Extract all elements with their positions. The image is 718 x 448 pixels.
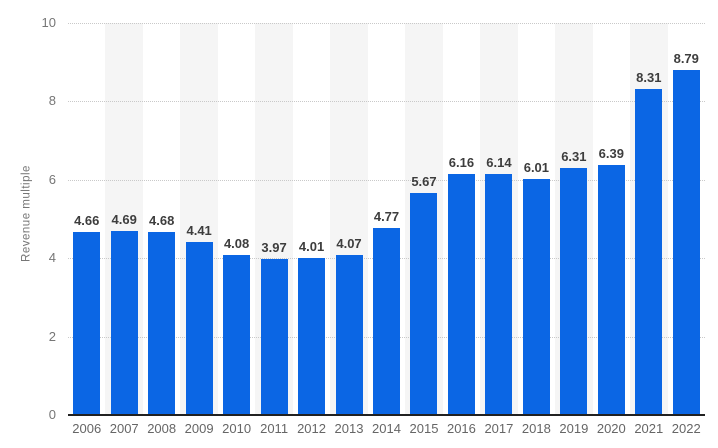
value-label: 4.77 [373,209,400,225]
value-label: 4.68 [149,212,175,228]
value-label: 4.69 [111,212,137,228]
x-tick-label: 2010 [222,421,252,436]
x-tick-label: 2022 [671,421,701,436]
x-tick-label: 2011 [260,421,289,436]
x-tick-label: 2007 [109,421,139,436]
gridline [68,101,705,103]
value-label: 6.01 [523,160,550,176]
x-tick-label: 2021 [634,421,664,436]
x-tick-label: 2008 [147,421,177,436]
bar-2021[interactable] [635,89,663,415]
y-tick-label: 10 [41,15,56,30]
value-label: 8.79 [673,51,699,67]
y-tick-label: 6 [48,171,56,187]
plot-area [68,23,705,415]
bar-2011[interactable] [260,259,288,415]
value-label: 3.97 [261,240,287,256]
bar-2022[interactable] [672,70,700,415]
x-axis-line [68,414,705,416]
x-tick-label: 2013 [334,421,364,436]
bar-2019[interactable] [560,167,588,415]
y-tick-label: 2 [48,328,56,344]
bar-2016[interactable] [447,173,475,415]
x-tick-label: 2016 [446,421,476,436]
bar-2006[interactable] [73,232,101,415]
y-axis-title: Revenue multiple [20,165,33,262]
bar-2017[interactable] [485,174,513,415]
y-tick-label: 0 [48,407,56,422]
bar-2007[interactable] [110,231,138,415]
x-tick-label: 2020 [596,421,626,436]
bar-2012[interactable] [298,257,326,415]
value-label: 5.67 [411,173,437,189]
bar-2010[interactable] [223,255,251,415]
value-label: 4.08 [223,236,250,252]
value-label: 6.31 [561,148,587,164]
value-label: 4.07 [336,236,362,252]
bar-2020[interactable] [597,164,625,415]
value-label: 8.31 [636,70,662,86]
gridline [68,179,705,181]
bar-2013[interactable] [335,255,363,415]
y-tick-label: 8 [48,93,56,109]
value-label: 6.14 [486,155,512,171]
bar-2014[interactable] [373,228,400,415]
x-tick-label: 2017 [484,421,514,436]
bar-2015[interactable] [410,192,438,415]
value-label: 6.39 [598,145,624,161]
value-label: 4.66 [74,213,100,229]
x-tick-label: 2015 [409,421,439,436]
value-label: 4.01 [298,238,325,254]
bar-2009[interactable] [185,242,213,415]
bar-2008[interactable] [148,231,176,415]
x-tick-label: 2012 [297,421,326,436]
x-tick-label: 2014 [372,421,401,436]
x-tick-label: 2006 [72,421,102,436]
value-label: 6.16 [448,154,475,170]
x-tick-label: 2019 [559,421,589,436]
y-tick-label: 4 [48,250,56,266]
gridline [68,23,705,24]
value-label: 4.41 [186,223,212,239]
x-tick-label: 2009 [184,421,214,436]
bar-2018[interactable] [522,179,550,415]
x-tick-label: 2018 [521,421,551,436]
